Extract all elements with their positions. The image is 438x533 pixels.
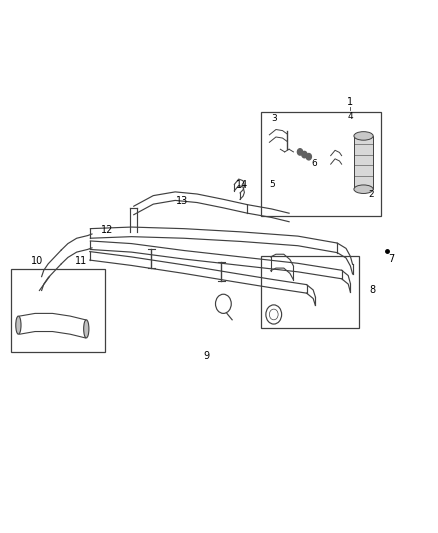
Text: 1: 1 — [347, 98, 353, 107]
Circle shape — [302, 151, 307, 158]
Text: 12: 12 — [101, 225, 113, 235]
Ellipse shape — [354, 185, 373, 193]
Text: 4: 4 — [348, 112, 353, 120]
Text: 5: 5 — [269, 181, 276, 189]
Text: 13: 13 — [176, 197, 188, 206]
FancyBboxPatch shape — [261, 112, 381, 216]
Text: 3: 3 — [271, 114, 277, 123]
Text: 6: 6 — [311, 159, 318, 168]
Ellipse shape — [16, 316, 21, 334]
Text: 11: 11 — [75, 256, 87, 266]
Ellipse shape — [84, 320, 89, 338]
Text: 8: 8 — [369, 285, 375, 295]
Text: 2: 2 — [369, 190, 374, 199]
Circle shape — [297, 149, 303, 155]
Text: 9: 9 — [204, 351, 210, 361]
Text: 10: 10 — [31, 256, 43, 266]
Text: 14: 14 — [236, 181, 248, 190]
Text: 7: 7 — [388, 254, 394, 263]
FancyBboxPatch shape — [11, 269, 105, 352]
FancyBboxPatch shape — [354, 136, 373, 189]
Ellipse shape — [354, 132, 373, 140]
Circle shape — [306, 154, 311, 160]
FancyBboxPatch shape — [261, 256, 359, 328]
